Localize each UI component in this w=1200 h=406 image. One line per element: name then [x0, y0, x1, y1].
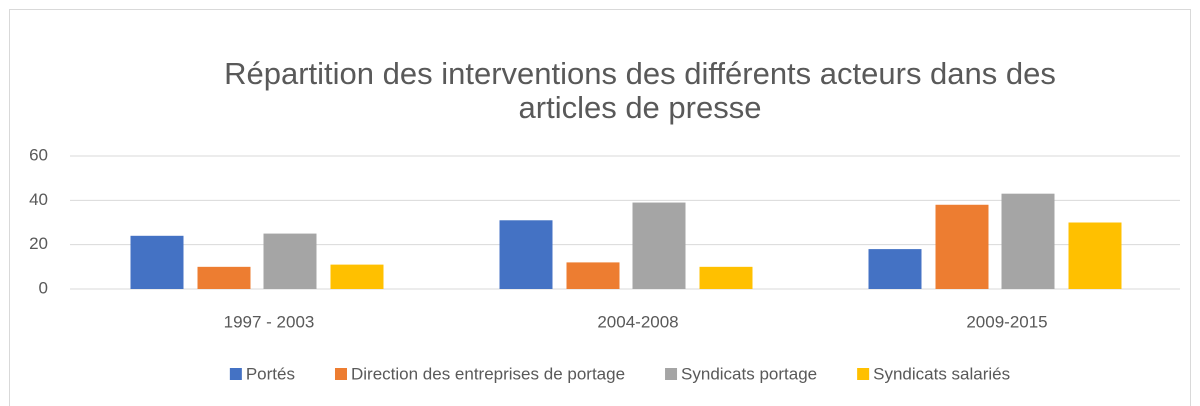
legend-swatch — [229, 368, 242, 380]
bar — [130, 235, 184, 289]
x-tick-label: 1997 - 2003 — [224, 312, 315, 331]
legend-swatch — [857, 368, 870, 380]
bar — [699, 266, 753, 289]
bar — [935, 204, 989, 289]
bar — [1001, 193, 1055, 289]
legend-label: Portés — [246, 364, 295, 383]
bar — [197, 266, 251, 289]
bar — [868, 249, 922, 289]
y-tick-label: 20 — [29, 234, 48, 253]
chart-title: Répartition des interventions des différ… — [224, 56, 1056, 91]
legend-label: Syndicats portage — [681, 364, 817, 383]
y-tick-label: 60 — [29, 145, 48, 164]
y-tick-label: 40 — [29, 190, 48, 209]
x-tick-label: 2009-2015 — [966, 312, 1047, 331]
bar — [632, 202, 686, 289]
bar — [1068, 222, 1122, 289]
legend-label: Syndicats salariés — [873, 364, 1010, 383]
x-tick-label: 2004-2008 — [597, 312, 678, 331]
chart-frame — [9, 9, 1191, 406]
legend-swatch — [334, 368, 347, 380]
bar — [330, 264, 384, 289]
y-tick-label: 0 — [39, 278, 48, 297]
bar — [499, 220, 553, 289]
bar — [263, 233, 317, 289]
bar — [566, 262, 620, 289]
legend-swatch — [665, 368, 678, 380]
chart-title: articles de presse — [519, 90, 762, 125]
legend-label: Direction des entreprises de portage — [351, 364, 625, 383]
